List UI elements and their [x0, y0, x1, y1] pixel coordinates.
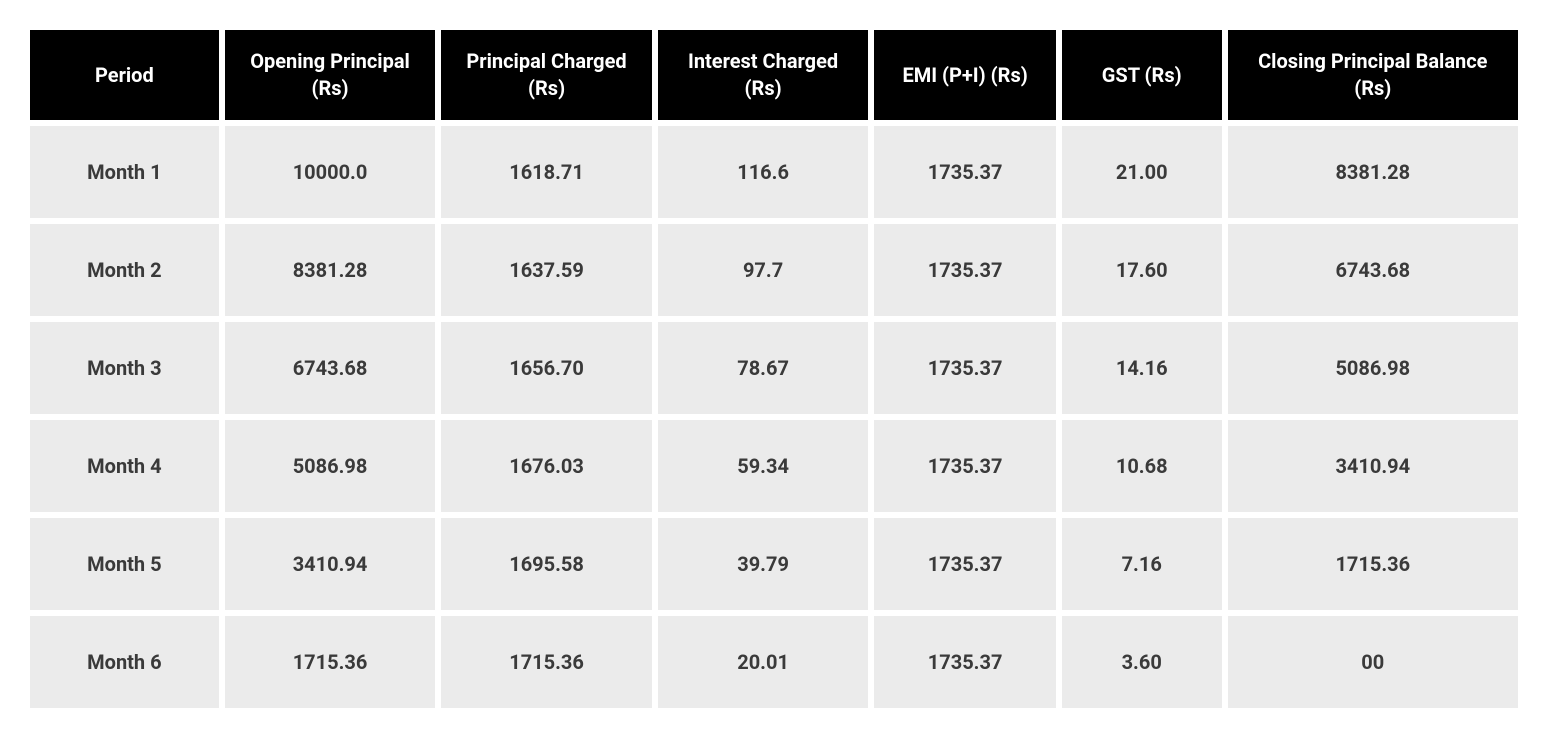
cell-gst: 17.60 — [1062, 224, 1222, 316]
col-header-emi: EMI (P+I) (Rs) — [874, 30, 1056, 120]
cell-principal-charged: 1695.58 — [441, 518, 652, 610]
col-header-closing-balance: Closing Principal Balance (Rs) — [1228, 30, 1518, 120]
cell-emi: 1735.37 — [874, 322, 1056, 414]
table-row: Month 2 8381.28 1637.59 97.7 1735.37 17.… — [30, 224, 1518, 316]
table-row: Month 1 10000.0 1618.71 116.6 1735.37 21… — [30, 126, 1518, 218]
cell-interest-charged: 116.6 — [658, 126, 869, 218]
cell-opening-principal: 8381.28 — [225, 224, 436, 316]
table-row: Month 6 1715.36 1715.36 20.01 1735.37 3.… — [30, 616, 1518, 708]
col-header-opening-principal: Opening Principal (Rs) — [225, 30, 436, 120]
cell-interest-charged: 97.7 — [658, 224, 869, 316]
cell-principal-charged: 1656.70 — [441, 322, 652, 414]
emi-schedule-table-wrap: Period Opening Principal (Rs) Principal … — [24, 24, 1524, 714]
cell-principal-charged: 1676.03 — [441, 420, 652, 512]
col-header-principal-charged: Principal Charged (Rs) — [441, 30, 652, 120]
cell-closing-balance: 00 — [1228, 616, 1518, 708]
cell-closing-balance: 6743.68 — [1228, 224, 1518, 316]
cell-gst: 10.68 — [1062, 420, 1222, 512]
table-header: Period Opening Principal (Rs) Principal … — [30, 30, 1518, 120]
cell-interest-charged: 59.34 — [658, 420, 869, 512]
cell-gst: 3.60 — [1062, 616, 1222, 708]
cell-gst: 7.16 — [1062, 518, 1222, 610]
cell-emi: 1735.37 — [874, 420, 1056, 512]
table-header-row: Period Opening Principal (Rs) Principal … — [30, 30, 1518, 120]
cell-interest-charged: 39.79 — [658, 518, 869, 610]
cell-closing-balance: 3410.94 — [1228, 420, 1518, 512]
table-row: Month 4 5086.98 1676.03 59.34 1735.37 10… — [30, 420, 1518, 512]
cell-period: Month 5 — [30, 518, 219, 610]
cell-emi: 1735.37 — [874, 224, 1056, 316]
cell-gst: 14.16 — [1062, 322, 1222, 414]
cell-interest-charged: 20.01 — [658, 616, 869, 708]
cell-period: Month 3 — [30, 322, 219, 414]
cell-opening-principal: 10000.0 — [225, 126, 436, 218]
cell-closing-balance: 5086.98 — [1228, 322, 1518, 414]
cell-principal-charged: 1637.59 — [441, 224, 652, 316]
cell-emi: 1735.37 — [874, 616, 1056, 708]
cell-emi: 1735.37 — [874, 126, 1056, 218]
cell-opening-principal: 6743.68 — [225, 322, 436, 414]
cell-gst: 21.00 — [1062, 126, 1222, 218]
cell-opening-principal: 3410.94 — [225, 518, 436, 610]
cell-opening-principal: 5086.98 — [225, 420, 436, 512]
col-header-period: Period — [30, 30, 219, 120]
cell-interest-charged: 78.67 — [658, 322, 869, 414]
emi-schedule-table: Period Opening Principal (Rs) Principal … — [24, 24, 1524, 714]
cell-period: Month 1 — [30, 126, 219, 218]
cell-principal-charged: 1618.71 — [441, 126, 652, 218]
table-row: Month 5 3410.94 1695.58 39.79 1735.37 7.… — [30, 518, 1518, 610]
col-header-interest-charged: Interest Charged (Rs) — [658, 30, 869, 120]
cell-opening-principal: 1715.36 — [225, 616, 436, 708]
cell-principal-charged: 1715.36 — [441, 616, 652, 708]
cell-emi: 1735.37 — [874, 518, 1056, 610]
cell-period: Month 2 — [30, 224, 219, 316]
cell-closing-balance: 1715.36 — [1228, 518, 1518, 610]
cell-period: Month 4 — [30, 420, 219, 512]
table-body: Month 1 10000.0 1618.71 116.6 1735.37 21… — [30, 126, 1518, 708]
table-row: Month 3 6743.68 1656.70 78.67 1735.37 14… — [30, 322, 1518, 414]
cell-period: Month 6 — [30, 616, 219, 708]
cell-closing-balance: 8381.28 — [1228, 126, 1518, 218]
col-header-gst: GST (Rs) — [1062, 30, 1222, 120]
